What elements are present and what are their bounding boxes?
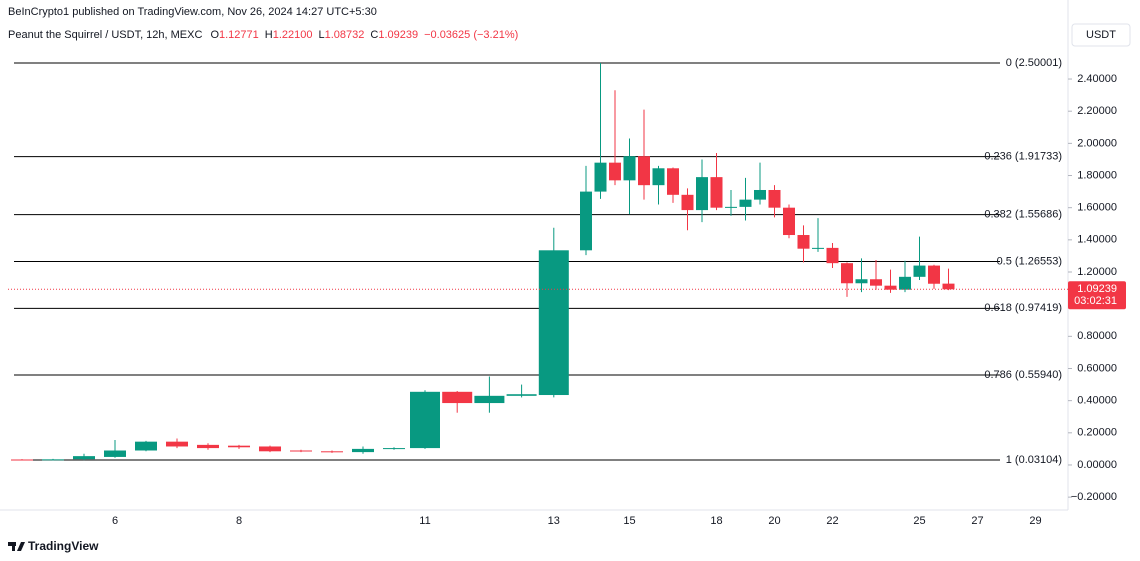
candle-body — [739, 199, 752, 207]
fib-label: 0.236 (1.91733) — [984, 151, 1062, 163]
candle-body — [812, 247, 824, 249]
candle-body — [623, 156, 636, 181]
x-tick-label: 20 — [768, 515, 780, 527]
candle-body — [870, 279, 882, 286]
candle-body — [797, 235, 810, 249]
candle-body — [725, 206, 737, 208]
candle-body — [609, 162, 621, 181]
candle-body — [11, 459, 33, 461]
legend-line: Peanut the Squirrel / USDT, 12h, MEXC O1.… — [8, 29, 518, 41]
ohlc-key: H — [265, 29, 273, 41]
fib-label: 0.382 (1.55686) — [984, 209, 1062, 221]
price-badge-value: 1.09239 — [1077, 283, 1117, 295]
candle-body — [135, 441, 157, 451]
candle-body — [696, 177, 708, 211]
y-tick-label: 0.80000 — [1077, 330, 1117, 342]
y-tick-label: 0.40000 — [1077, 395, 1117, 407]
candle-body — [884, 285, 897, 290]
candle-body — [942, 283, 955, 290]
y-tick-label: 0.60000 — [1077, 362, 1117, 374]
y-tick-label: 2.40000 — [1077, 73, 1117, 85]
candle-body — [681, 194, 694, 211]
ohlc-value: 1.09239 — [378, 29, 418, 41]
logo: TradingView — [8, 539, 99, 553]
logo-text: TradingView — [28, 539, 99, 553]
countdown: 03:02:31 — [1074, 295, 1117, 307]
candle-body — [506, 394, 537, 396]
candle-body — [667, 168, 679, 195]
candle-body — [899, 276, 911, 290]
candle-body — [73, 456, 95, 460]
y-tick-label: 1.80000 — [1077, 169, 1117, 181]
x-tick-label: 25 — [913, 515, 925, 527]
candle-body — [783, 207, 795, 236]
candle-body — [538, 250, 569, 396]
candle-body — [442, 391, 473, 404]
fib-label: 0.618 (0.97419) — [984, 302, 1062, 314]
publisher: BeInCrypto1 published on TradingView.com… — [8, 6, 377, 18]
x-tick-label: 8 — [236, 515, 242, 527]
candle-body — [259, 446, 281, 452]
candle-body — [352, 448, 374, 453]
candle-body — [855, 279, 868, 284]
candle-body — [197, 444, 219, 449]
candle-body — [321, 451, 343, 453]
ohlc-key: L — [318, 29, 324, 41]
candle-body — [826, 247, 839, 264]
ohlc-key: O — [210, 29, 219, 41]
y-tick-label: 1.40000 — [1077, 234, 1117, 246]
candle-body — [594, 162, 607, 192]
ohlc-value: 1.08732 — [325, 29, 365, 41]
candle-body — [754, 189, 766, 200]
candle-body — [104, 450, 126, 457]
ohlc-value: 1.22100 — [273, 29, 313, 41]
candle-body — [638, 156, 650, 186]
candle-body — [290, 450, 312, 452]
candle-body — [42, 459, 64, 461]
candle-body — [913, 265, 926, 277]
x-tick-label: 13 — [548, 515, 560, 527]
candle-body — [166, 441, 188, 447]
y-tick-label: 1.20000 — [1077, 266, 1117, 278]
candle-body — [768, 189, 781, 208]
candle-body — [410, 391, 440, 449]
y-tick-label: 0.20000 — [1077, 427, 1117, 439]
candle-body — [580, 191, 592, 251]
y-tick-label: 2.20000 — [1077, 105, 1117, 117]
fib-label: 0.786 (0.55940) — [984, 369, 1062, 381]
candle-body — [841, 263, 853, 284]
x-tick-label: 18 — [710, 515, 722, 527]
fib-label: 1 (0.03104) — [1006, 454, 1062, 466]
symbol-title: Peanut the Squirrel / USDT, 12h, MEXC — [8, 29, 202, 41]
change: −0.03625 (−3.21%) — [424, 29, 518, 41]
y-tick-label: 2.00000 — [1077, 137, 1117, 149]
candle-body — [383, 448, 405, 450]
fib-label: 0.5 (1.26553) — [997, 255, 1062, 267]
y-tick-label: −0.20000 — [1071, 491, 1117, 503]
candle-body — [928, 265, 940, 284]
candle-body — [228, 445, 250, 448]
currency-box[interactable] — [1071, 23, 1131, 47]
x-tick-label: 22 — [826, 515, 838, 527]
ohlc-value: 1.12771 — [219, 29, 259, 41]
y-tick-label: 1.60000 — [1077, 202, 1117, 214]
logo-mark — [17, 542, 25, 551]
x-tick-label: 15 — [623, 515, 635, 527]
fib-label: 0 (2.50001) — [1006, 57, 1062, 69]
price-badge — [1068, 281, 1126, 310]
x-tick-label: 11 — [419, 515, 430, 527]
candle-body — [652, 168, 665, 186]
y-tick-label: 0.00000 — [1077, 459, 1117, 471]
candle-body — [710, 177, 723, 208]
x-tick-label: 6 — [112, 515, 118, 527]
ohlc-key: C — [370, 29, 378, 41]
logo-mark — [12, 542, 15, 551]
x-tick-label: 29 — [1029, 515, 1041, 527]
x-tick-label: 27 — [971, 515, 983, 527]
candle-body — [474, 395, 505, 404]
currency[interactable]: USDT — [1086, 29, 1116, 41]
